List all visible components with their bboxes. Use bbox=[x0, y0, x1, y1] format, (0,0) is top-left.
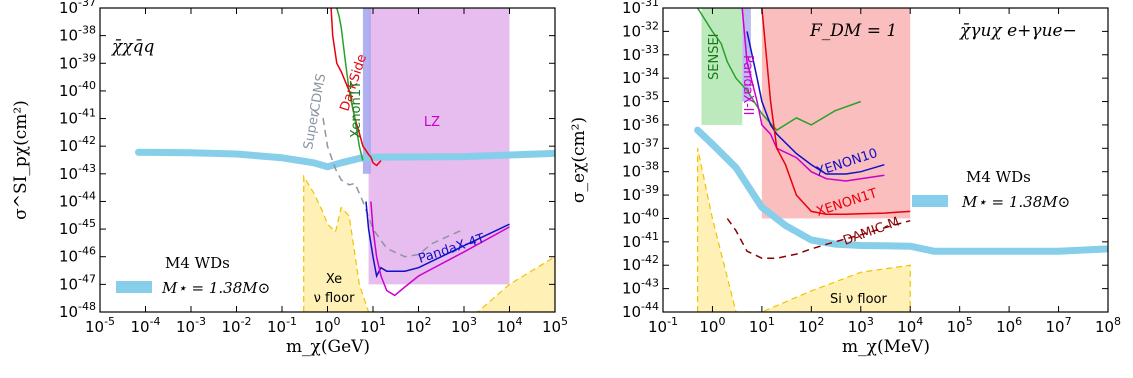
left-fills bbox=[303, 8, 555, 312]
right-region-sensei bbox=[701, 8, 743, 125]
right-ticks: 10-1 100 101 102 103 104 105 106 107 10810-4410-4… bbox=[622, 0, 1121, 336]
left-y-tick-label: 10-41 bbox=[59, 107, 96, 128]
right-y-tick-label: 10-38 bbox=[622, 160, 659, 181]
left-y-tick-label: 10-43 bbox=[59, 162, 96, 183]
left-legend-swatch bbox=[116, 281, 152, 293]
left-x-tick-label: 10-5 bbox=[85, 315, 115, 336]
left-lines bbox=[135, 8, 555, 297]
right-series-xenon1t bbox=[761, 8, 911, 216]
right-x-tick-label: 100 bbox=[699, 315, 725, 336]
left-y-tick-label: 10-39 bbox=[59, 51, 96, 72]
right-x-tick-label: 107 bbox=[1046, 315, 1072, 336]
left-y-tick-label: 10-47 bbox=[59, 272, 96, 293]
sensei-label: SENSEI bbox=[707, 34, 722, 81]
right-x-tick-label: 104 bbox=[897, 315, 923, 336]
left-operator-label: χ̄χq̄q bbox=[111, 37, 154, 57]
left-legend-title: M4 WDs bbox=[165, 254, 230, 272]
right-y-tick-label: 10-43 bbox=[622, 277, 659, 298]
left-region-lz bbox=[368, 8, 510, 285]
left-series-nu-floor bbox=[303, 174, 555, 312]
right-fills bbox=[697, 8, 911, 312]
left-x-tick-label: 10-2 bbox=[221, 315, 251, 336]
left-y-tick-label: 10-44 bbox=[59, 189, 96, 210]
right-series-sensei bbox=[696, 8, 862, 132]
left-series-wd-bound bbox=[135, 148, 555, 171]
right-y-tick-label: 10-39 bbox=[622, 183, 659, 204]
left-x-tick-label: 10-4 bbox=[130, 315, 160, 336]
fdm-label: F_DM = 1 bbox=[809, 21, 897, 41]
right-y-tick-label: 10-35 bbox=[622, 90, 659, 111]
left-legend-mass: M⋆ = 1.38M⊙ bbox=[161, 279, 270, 297]
left-y-axis-label: σ^SI_pχ(cm²) bbox=[11, 100, 31, 220]
left-y-tick-label: 10-48 bbox=[59, 300, 96, 321]
left-y-tick-label: 10-46 bbox=[59, 245, 96, 266]
left-series-darkside bbox=[330, 8, 382, 167]
right-legend-title: M4 WDs bbox=[966, 168, 1031, 186]
left-x-tick-label: 103 bbox=[451, 315, 477, 336]
left-series-lz bbox=[370, 201, 510, 297]
right-x-tick-label: 108 bbox=[1095, 315, 1121, 336]
right-y-tick-label: 10-37 bbox=[622, 136, 659, 157]
right-series-pandax2 bbox=[741, 8, 885, 182]
xe-floor-label-1: Xe bbox=[326, 272, 342, 287]
right-x-tick-label: 105 bbox=[947, 315, 973, 336]
left-region-xenon1t_band bbox=[362, 8, 371, 174]
right-operator-label: χ̄γuχ e+γue− bbox=[959, 21, 1077, 41]
right-plot-frame bbox=[662, 7, 1109, 313]
left-x-tick-label: 10-1 bbox=[267, 315, 297, 336]
si-floor-label: Si ν floor bbox=[830, 292, 887, 307]
left-x-axis-label: m_χ(GeV) bbox=[286, 337, 370, 357]
left-y-tick-label: 10-38 bbox=[59, 24, 96, 45]
right-legend-swatch bbox=[912, 195, 948, 207]
right-series-damic bbox=[726, 218, 911, 259]
right-x-tick-label: 101 bbox=[749, 315, 775, 336]
right-legend-mass: M⋆ = 1.38M⊙ bbox=[961, 193, 1070, 211]
left-x-tick-label: 100 bbox=[314, 315, 340, 336]
left-series-supercdms bbox=[313, 109, 465, 258]
left-x-tick-label: 104 bbox=[496, 315, 522, 336]
right-y-tick-label: 10-31 bbox=[622, 0, 659, 17]
right-x-tick-label: 102 bbox=[798, 315, 824, 336]
left-y-tick-label: 10-37 bbox=[59, 0, 96, 17]
supercdms-label: SuperCDMS bbox=[301, 73, 329, 151]
xe-floor-label-2: ν floor bbox=[314, 291, 355, 306]
left-panel: 10-5 10-4 10-3 10-2 10-1 100 101 102 103 104 105 10… bbox=[11, 0, 568, 357]
left-y-tick-label: 10-40 bbox=[59, 79, 96, 100]
right-series-wd-bound bbox=[694, 126, 1108, 255]
left-x-tick-label: 105 bbox=[542, 315, 568, 336]
right-x-tick-label: 10-1 bbox=[648, 315, 678, 336]
right-series-xenon10 bbox=[746, 31, 885, 175]
right-y-tick-label: 10-41 bbox=[622, 230, 659, 251]
left-ticks: 10-5 10-4 10-3 10-2 10-1 100 101 102 103 104 105 10… bbox=[59, 0, 568, 336]
right-x-tick-label: 106 bbox=[996, 315, 1022, 336]
lz-label: LZ bbox=[424, 115, 440, 130]
right-panel: 10-1 100 101 102 103 104 105 106 107 10810-4410-4… bbox=[569, 0, 1121, 357]
right-region-xenon1t bbox=[761, 8, 911, 219]
right-series-nu-floor bbox=[697, 148, 911, 312]
left-y-tick-label: 10-45 bbox=[59, 217, 96, 238]
left-x-tick-label: 102 bbox=[405, 315, 431, 336]
right-y-tick-label: 10-34 bbox=[622, 66, 659, 87]
xenon1t-label: Xenon1T bbox=[349, 81, 364, 138]
right-x-axis-label: m_χ(MeV) bbox=[842, 337, 930, 357]
left-y-tick-label: 10-42 bbox=[59, 134, 96, 155]
left-x-tick-label: 10-3 bbox=[176, 315, 206, 336]
right-y-axis-label: σ_eχ(cm²) bbox=[569, 117, 589, 203]
right-y-tick-label: 10-32 bbox=[622, 19, 659, 40]
pandax2-label: PandaX-II bbox=[740, 55, 755, 115]
left-x-tick-label: 101 bbox=[360, 315, 386, 336]
right-x-tick-label: 103 bbox=[848, 315, 874, 336]
right-y-tick-label: 10-33 bbox=[622, 43, 659, 64]
right-y-tick-label: 10-40 bbox=[622, 206, 659, 227]
left-series-xenon1t bbox=[336, 8, 364, 161]
right-lines bbox=[694, 8, 1108, 259]
right-y-tick-label: 10-44 bbox=[622, 300, 659, 321]
right-y-tick-label: 10-36 bbox=[622, 113, 659, 134]
right-y-tick-label: 10-42 bbox=[622, 253, 659, 274]
left-series-pandax4t bbox=[365, 201, 510, 279]
